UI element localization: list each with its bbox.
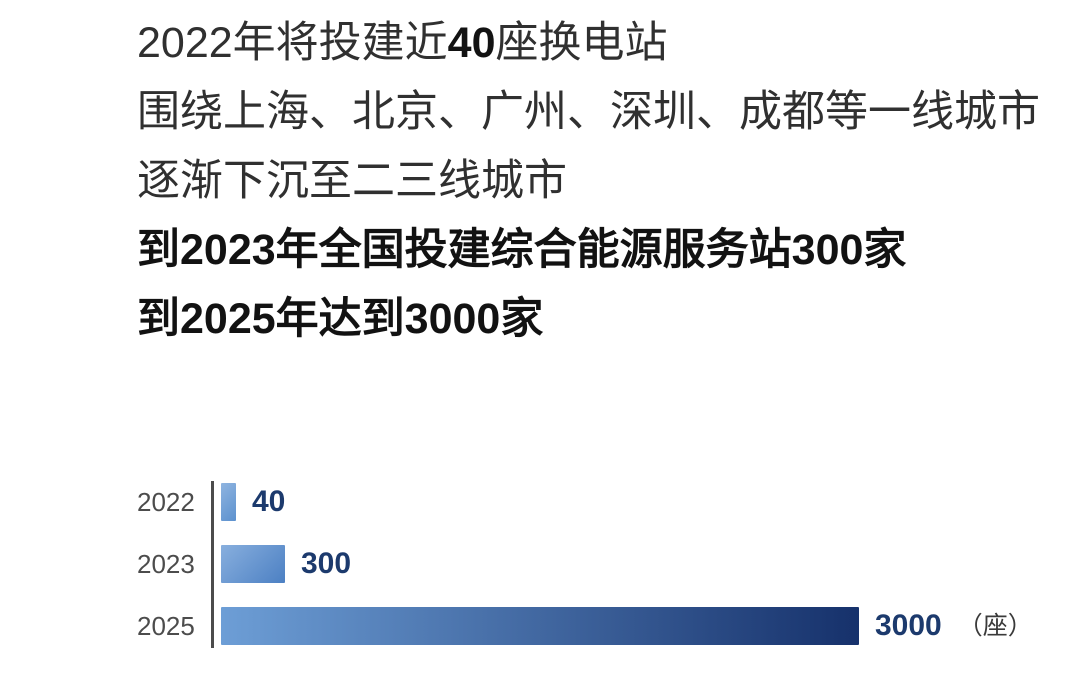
headline-line-1: 2022年将投建近40座换电站: [137, 9, 1040, 78]
bar-chart: 2022 40 2023 300 2025 3000 （座）: [137, 481, 1033, 669]
headline-line1-suffix: 座换电站: [495, 19, 668, 67]
chart-rows: 2022 40 2023 300 2025 3000 （座）: [137, 483, 1033, 645]
headline-line-5: 到2025年达到3000家: [137, 295, 544, 343]
bar-value-label: 300: [301, 547, 352, 580]
bar: [221, 545, 285, 583]
headline-line-2: 围绕上海、北京、广州、深圳、成都等一线城市: [137, 88, 1040, 136]
headline-line1-highlight-number: 40: [447, 19, 496, 67]
headline-line1-prefix: 2022年将投建近: [137, 19, 448, 67]
headline-line-3: 逐渐下沉至二三线城市: [137, 157, 567, 205]
headline-line-4: 到2023年全国投建综合能源服务站300家: [137, 226, 907, 274]
bar-row-year-label: 2025: [137, 611, 195, 641]
headline-text-block: 2022年将投建近40座换电站 围绕上海、北京、广州、深圳、成都等一线城市 逐渐…: [137, 9, 1040, 354]
bar: [221, 483, 236, 521]
bar-row-year-label: 2022: [137, 487, 195, 517]
bar-row: 2025 3000 （座）: [137, 607, 1033, 645]
bar: [221, 607, 859, 645]
bar-unit-label: （座）: [957, 611, 1033, 640]
chart-axis-line: [211, 481, 214, 648]
bar-value-label: 3000: [875, 609, 942, 642]
bar-row: 2022 40: [137, 483, 1033, 521]
bar-value-label: 40: [252, 485, 286, 518]
bar-row-year-label: 2023: [137, 549, 195, 579]
bar-row: 2023 300: [137, 545, 1033, 583]
